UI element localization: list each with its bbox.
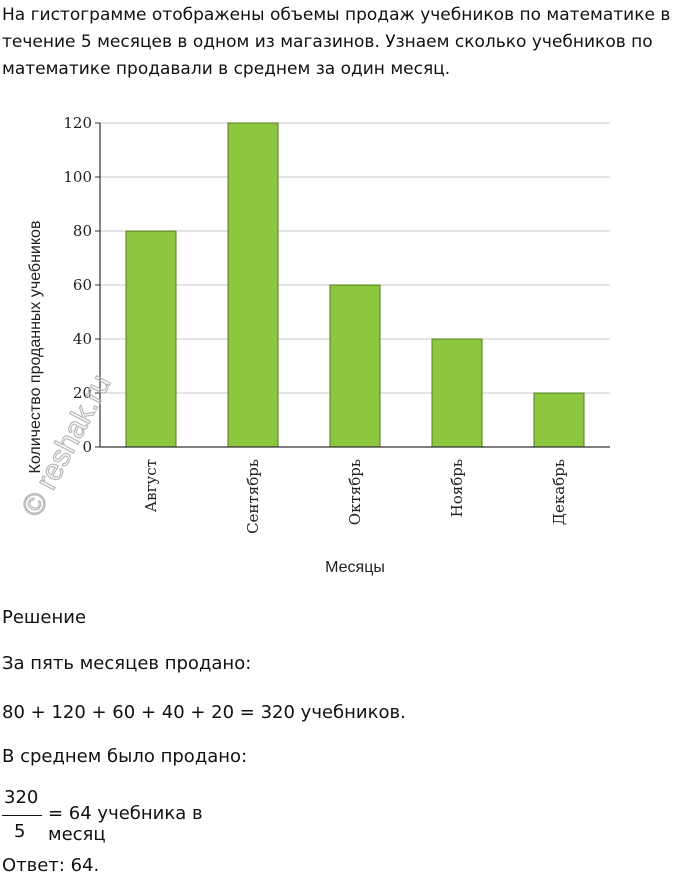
- x-tick-label: Сентябрь: [244, 459, 262, 534]
- x-tick-labels: Август Сентябрь Октябрь Ноябрь Декабрь: [142, 459, 568, 534]
- x-tick-label: Октябрь: [346, 459, 364, 525]
- solution-equation: 80 + 120 + 60 + 40 + 20 = 320 учебников.: [2, 702, 406, 723]
- average-fraction: 320 5 = 64 учебника в месяц: [2, 787, 262, 851]
- problem-line-3: математике продавали в среднем за один м…: [2, 59, 451, 79]
- fraction-result: = 64 учебника в месяц: [48, 803, 203, 845]
- bar-4: [431, 338, 483, 448]
- x-axis-title: Месяцы: [325, 559, 385, 576]
- answer: Ответ: 64.: [2, 855, 100, 876]
- fraction-denominator: 5: [14, 821, 26, 842]
- bar-3: [329, 284, 381, 448]
- bars: [125, 122, 585, 448]
- bar-chart: 0 20 40 60 80 100 120 Август Сентябрь Октябрь Ноя…: [15, 114, 610, 576]
- fraction-bar: [2, 815, 42, 816]
- problem-line-2: течение 5 месяцев в одном из магазинов. …: [2, 32, 653, 52]
- y-tick-label: 20: [73, 384, 92, 402]
- x-tick-label: Декабрь: [550, 459, 568, 525]
- y-tick-label: 40: [73, 330, 92, 348]
- fraction-numerator: 320: [4, 787, 39, 808]
- y-tick-label: 60: [73, 276, 92, 294]
- problem-line-1: На гистограмме отображены объемы продаж …: [2, 5, 671, 25]
- y-axis-title: Количество проданных учебников: [27, 221, 44, 474]
- bar-2: [227, 122, 279, 448]
- y-tick-labels: 0 20 40 60 80 100 120: [63, 114, 100, 456]
- solution-heading: Решение: [2, 607, 87, 628]
- y-tick-label: 120: [63, 114, 92, 132]
- y-tick-label: 0: [82, 438, 92, 456]
- solution-line-3: В среднем было продано:: [2, 746, 248, 767]
- bar-1: [125, 230, 177, 448]
- y-tick-label: 100: [63, 168, 92, 186]
- bar-5: [533, 392, 585, 448]
- problem-text: На гистограмме отображены объемы продаж …: [2, 2, 694, 83]
- x-tick-label: Август: [142, 459, 160, 512]
- x-tick-label: Ноябрь: [448, 459, 466, 517]
- y-tick-label: 80: [73, 222, 92, 240]
- solution-line-1: За пять месяцев продано:: [2, 653, 252, 674]
